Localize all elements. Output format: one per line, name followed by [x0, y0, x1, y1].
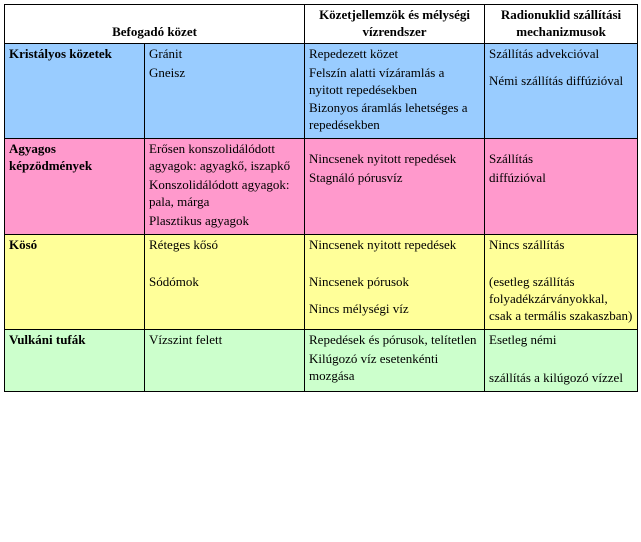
header-features: Közetjellemzök és mélységi vízrendszer [305, 5, 485, 44]
transport-cell: Nincs szállítás (esetleg szállítás folya… [485, 234, 638, 329]
table-row: Vulkáni tufákVízszint felettRepedések és… [5, 330, 638, 392]
rock-features-cell: Nincsenek nyitott repedések Nincsenek pó… [305, 234, 485, 329]
rock-type-cell: Agyagos képzödmények [5, 139, 145, 234]
rock-subtype-cell: Réteges kősó Sódómok [145, 234, 305, 329]
transport-cell: Esetleg némi szállítás a kilúgozó vízzel [485, 330, 638, 392]
transport-cell: Szállításdiffúzióval [485, 139, 638, 234]
table-row: Agyagos képzödményekErősen konszolidálód… [5, 139, 638, 234]
host-rock-table: Befogadó közet Közetjellemzök és mélység… [4, 4, 638, 392]
rock-features-cell: Repedezett közetFelszín alatti vízáramlá… [305, 43, 485, 138]
header-transport: Radionuklid szállítási mechanizmusok [485, 5, 638, 44]
header-row: Befogadó közet Közetjellemzök és mélység… [5, 5, 638, 44]
table-row: KösóRéteges kősó SódómokNincsenek nyitot… [5, 234, 638, 329]
rock-features-cell: Nincsenek nyitott repedésekStagnáló póru… [305, 139, 485, 234]
rock-subtype-cell: Erősen konszolidálódott agyagok: agyagkő… [145, 139, 305, 234]
table-row: Kristályos közetekGránitGneiszRepedezett… [5, 43, 638, 138]
rock-subtype-cell: Vízszint felett [145, 330, 305, 392]
rock-type-cell: Kristályos közetek [5, 43, 145, 138]
rock-type-cell: Vulkáni tufák [5, 330, 145, 392]
header-host-rock: Befogadó közet [5, 5, 305, 44]
rock-type-cell: Kösó [5, 234, 145, 329]
transport-cell: Szállítás advekcióvalNémi szállítás diff… [485, 43, 638, 138]
rock-features-cell: Repedések és pórusok, telítetlenKilúgozó… [305, 330, 485, 392]
rock-subtype-cell: GránitGneisz [145, 43, 305, 138]
